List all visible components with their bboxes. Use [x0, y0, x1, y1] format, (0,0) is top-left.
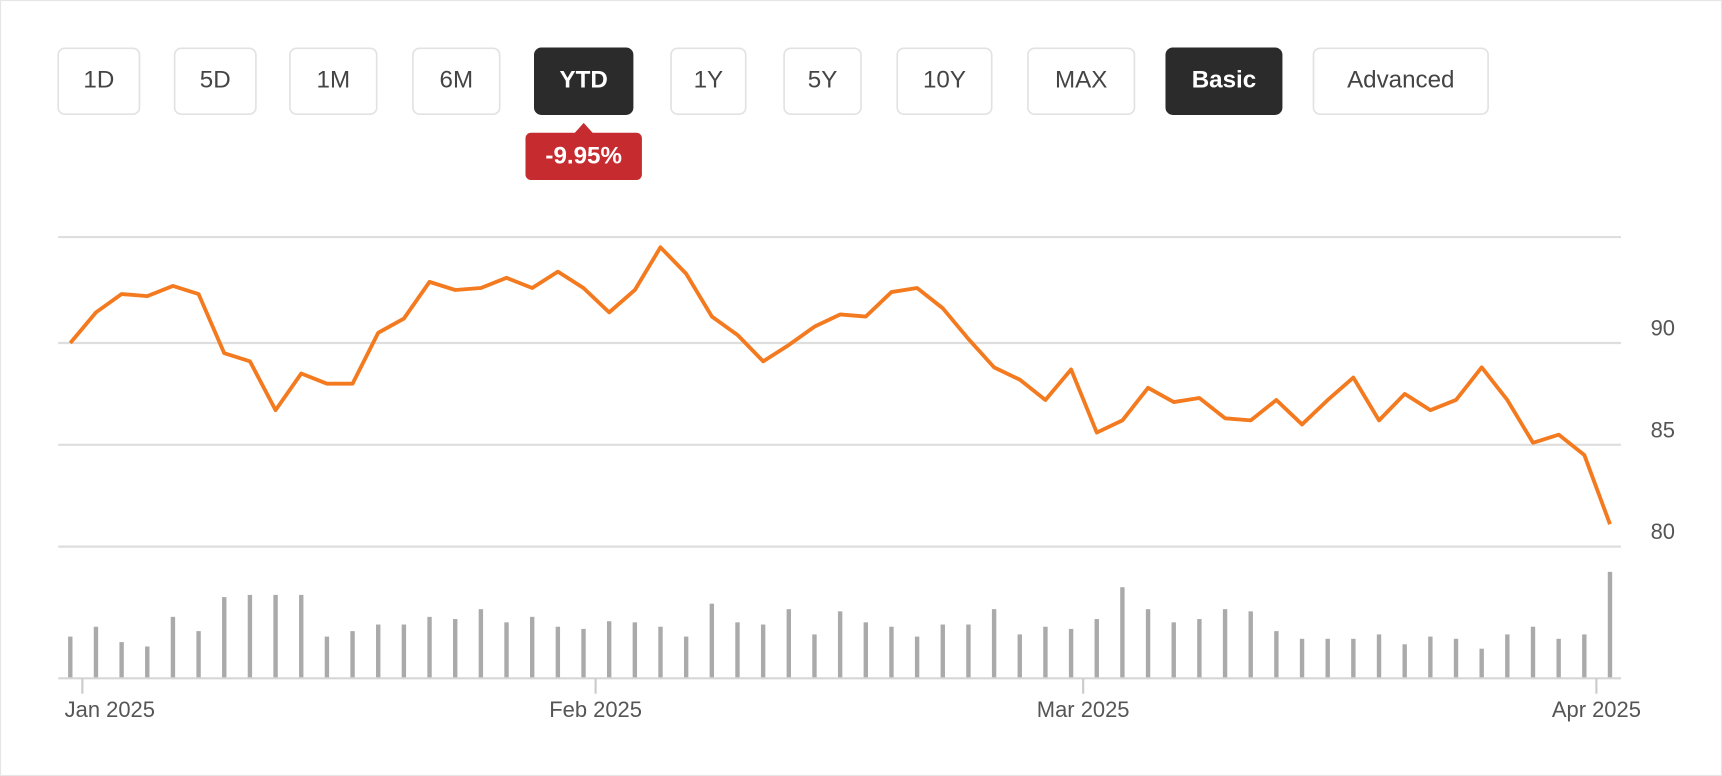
volume-bar [581, 628, 586, 679]
button-label[interactable]: YTD [560, 67, 608, 94]
volume-bar [376, 624, 381, 679]
y-tick-label: 90 [1651, 316, 1675, 341]
range-button[interactable] [783, 47, 862, 115]
volume-bar [837, 611, 843, 679]
range-button[interactable] [1165, 47, 1283, 115]
volume-bar [1120, 587, 1125, 679]
range-button[interactable] [670, 47, 747, 115]
range-button[interactable] [57, 47, 141, 115]
x-tick-label: Apr 2025 [1552, 697, 1641, 722]
volume-bar [1017, 634, 1022, 679]
volume-bar [940, 624, 945, 679]
volume-bar [1299, 638, 1305, 679]
x-tick-label: Mar 2025 [1037, 697, 1130, 722]
volume-bar [1556, 638, 1561, 679]
volume-bar [529, 616, 535, 679]
volume-bar [478, 609, 484, 679]
range-button[interactable] [412, 47, 501, 115]
volume-bar [504, 622, 509, 679]
volume-bar [709, 603, 715, 679]
volume-bar [453, 619, 458, 679]
volume-bar [93, 626, 99, 679]
button-label[interactable]: 1Y [694, 67, 724, 94]
button-label[interactable]: 5D [200, 67, 231, 94]
volume-bar [863, 622, 868, 679]
volume-bar [222, 597, 227, 679]
range-button[interactable] [896, 47, 993, 115]
button-label[interactable]: MAX [1055, 67, 1107, 94]
volume-bar [324, 636, 330, 679]
volume-bar [760, 624, 766, 679]
volume-bar [606, 621, 612, 679]
change-badge [525, 132, 642, 181]
volume-bar [1274, 631, 1279, 679]
volume-bar [1171, 622, 1176, 679]
range-button[interactable] [1027, 47, 1136, 115]
volume-bar [1428, 636, 1433, 679]
volume-bar [196, 631, 201, 679]
volume-bar [991, 609, 997, 679]
price-line [68, 245, 1612, 525]
volume-bar [247, 594, 253, 679]
volume-bar [966, 624, 971, 679]
volume-bar [1248, 611, 1253, 679]
volume-bar [683, 636, 689, 679]
range-button[interactable] [1312, 47, 1489, 115]
volume-bar [401, 624, 407, 679]
button-label[interactable]: Basic [1192, 67, 1256, 94]
volume-bar [1479, 648, 1484, 679]
button-label[interactable]: 5Y [808, 67, 838, 94]
volume-bar [427, 616, 432, 679]
y-tick-label: 85 [1651, 417, 1675, 442]
volume-bar [914, 636, 920, 679]
volume-bar [1145, 609, 1151, 679]
volume-bar [119, 642, 124, 679]
volume-bar [812, 634, 817, 679]
button-label[interactable]: Advanced [1347, 67, 1454, 94]
volume-bar [1325, 638, 1330, 679]
volume-bar [170, 616, 176, 679]
badge-arrow [573, 122, 594, 134]
volume-bar [889, 626, 894, 679]
volume-bar [786, 609, 792, 679]
volume-bar [299, 594, 304, 679]
volume-bar [735, 622, 740, 679]
volume-bar [1376, 634, 1382, 679]
range-button[interactable] [173, 47, 257, 115]
y-tick-label: 80 [1651, 519, 1675, 544]
volume-bar [1453, 638, 1459, 679]
range-button[interactable] [289, 47, 378, 115]
volume-bar [1530, 626, 1536, 679]
x-tick-label: Feb 2025 [549, 697, 642, 722]
button-label[interactable]: 10Y [923, 67, 966, 94]
volume-bar [68, 636, 73, 679]
volume-bar [273, 594, 278, 679]
volume-bar [1505, 634, 1510, 679]
range-button[interactable] [534, 47, 634, 115]
volume-bar [350, 631, 355, 679]
volume-bar [1607, 571, 1613, 679]
button-label[interactable]: 1M [317, 67, 351, 94]
volume-bar [1351, 638, 1356, 679]
volume-bar [1402, 644, 1407, 679]
volume-bar [1197, 619, 1202, 679]
button-label[interactable]: 6M [440, 67, 474, 94]
x-tick-label: Jan 2025 [65, 697, 155, 722]
volume-bar [555, 626, 561, 679]
button-label[interactable]: 1D [83, 67, 114, 94]
volume-bar [658, 626, 663, 679]
volume-bar [1094, 619, 1099, 679]
volume-bar [145, 646, 150, 679]
volume-bar [632, 622, 638, 679]
volume-bar [1582, 634, 1587, 679]
volume-bar [1043, 626, 1048, 679]
volume-bar [1068, 628, 1074, 679]
volume-bar [1222, 609, 1228, 679]
change-text: -9.95% [545, 142, 622, 169]
